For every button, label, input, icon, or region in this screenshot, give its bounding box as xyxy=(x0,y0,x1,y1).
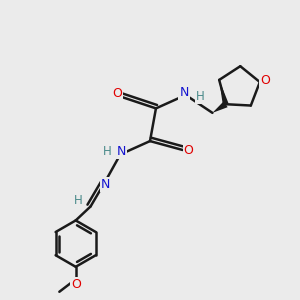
Text: O: O xyxy=(112,87,122,100)
Text: N: N xyxy=(101,178,110,191)
Polygon shape xyxy=(212,101,228,113)
Text: H: H xyxy=(196,90,205,103)
Text: O: O xyxy=(260,74,270,87)
Polygon shape xyxy=(219,80,229,105)
Text: H: H xyxy=(103,145,111,158)
Text: N: N xyxy=(117,145,127,158)
Text: N: N xyxy=(179,85,189,98)
Text: O: O xyxy=(71,278,81,291)
Text: O: O xyxy=(184,143,194,157)
Text: H: H xyxy=(74,194,83,207)
